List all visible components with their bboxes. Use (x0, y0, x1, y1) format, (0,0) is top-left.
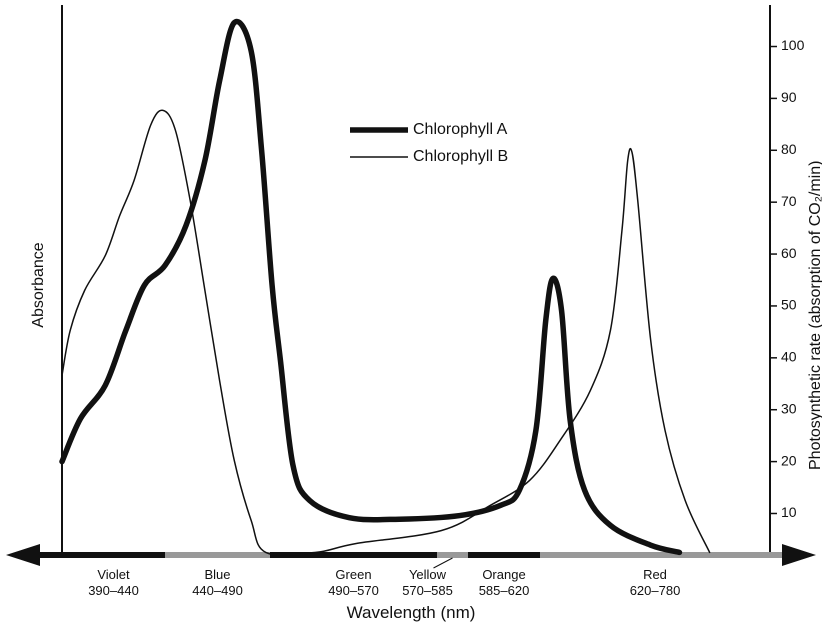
y2-tick-label: 100 (781, 37, 805, 53)
series-line (59, 18, 683, 556)
band-name: Blue (204, 567, 230, 582)
band-range: 570–585 (402, 583, 453, 598)
series-line (61, 109, 711, 556)
y2-tick-label: 30 (781, 400, 797, 416)
y2-tick-label: 80 (781, 141, 797, 157)
axis-arrow (6, 544, 40, 566)
band-pointer (433, 557, 453, 569)
legend-label: Chlorophyll A (413, 121, 508, 138)
y-axis-title: Absorbance (30, 242, 47, 327)
band-range: 585–620 (479, 583, 530, 598)
band-range: 490–570 (328, 583, 379, 598)
band-range: 390–440 (88, 583, 139, 598)
band-name: Green (335, 567, 371, 582)
y2-tick-label: 90 (781, 89, 797, 105)
band-name: Orange (482, 567, 525, 582)
x-axis-title: Wavelength (nm) (347, 603, 476, 622)
band-name: Yellow (409, 567, 447, 582)
band-name: Red (643, 567, 667, 582)
band-range: 620–780 (630, 583, 681, 598)
y2-tick-label: 60 (781, 245, 797, 261)
y2-tick-label: 10 (781, 504, 797, 520)
y2-tick-label: 70 (781, 193, 797, 209)
y2-tick-label: 40 (781, 349, 797, 365)
band-range: 440–490 (192, 583, 243, 598)
band-name: Violet (97, 567, 130, 582)
axis-arrow (782, 544, 816, 566)
y2-axis-title: Photosynthetic rate (absorption of CO₂/m… (807, 161, 822, 470)
legend-label: Chlorophyll B (413, 148, 508, 165)
y2-tick-label: 20 (781, 452, 797, 468)
y2-tick-label: 50 (781, 297, 797, 313)
